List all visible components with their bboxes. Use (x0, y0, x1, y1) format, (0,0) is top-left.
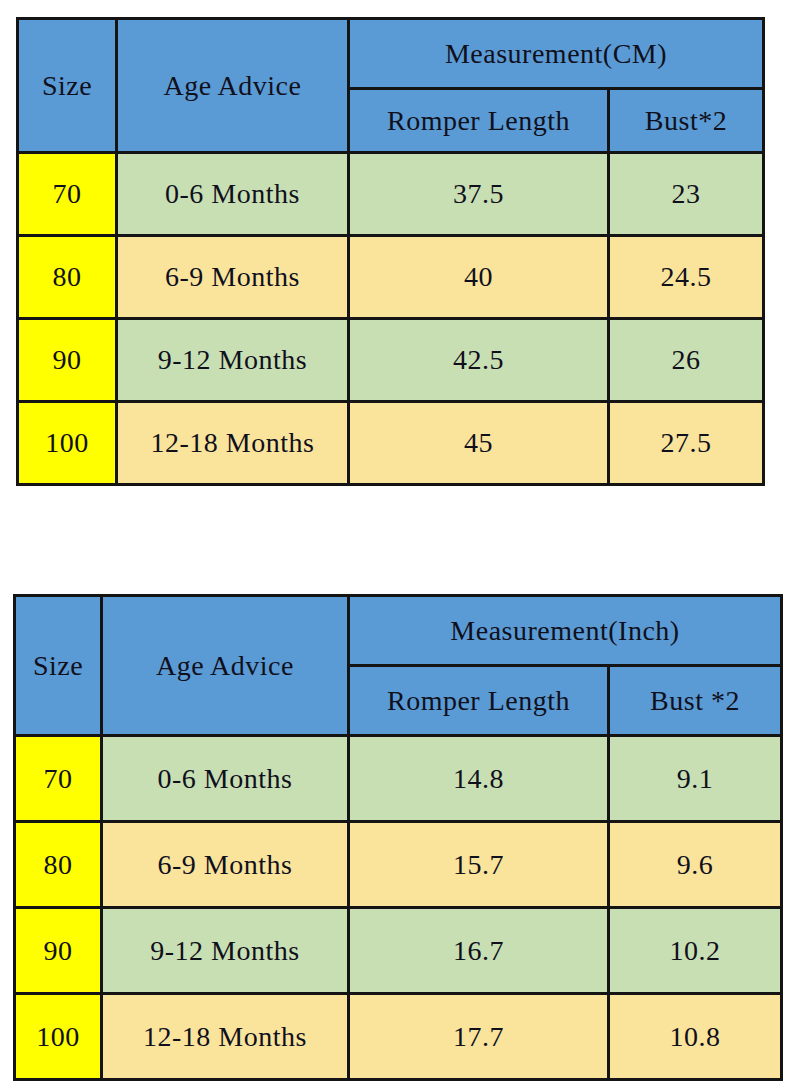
size-chart-table-cm: Size Age Advice Measurement(CM) Romper L… (16, 17, 765, 486)
age-value-cell: 12-18 Months (102, 994, 349, 1080)
size-column-header: Size (15, 596, 102, 736)
romper-length-value-cell: 37.5 (349, 153, 609, 236)
size-column-header: Size (18, 19, 117, 153)
age-value-cell: 0-6 Months (102, 736, 349, 822)
measurement-inch-group-header: Measurement(Inch) (349, 596, 782, 666)
size-value-cell: 80 (15, 822, 102, 908)
size-value-cell: 90 (18, 319, 117, 402)
romper-length-value-cell: 17.7 (349, 994, 609, 1080)
bust-column-header: Bust *2 (609, 666, 782, 736)
bust-value-cell: 24.5 (609, 236, 764, 319)
table-row: 70 0-6 Months 37.5 23 (18, 153, 764, 236)
age-advice-column-header: Age Advice (117, 19, 349, 153)
bust-value-cell: 23 (609, 153, 764, 236)
age-value-cell: 0-6 Months (117, 153, 349, 236)
age-value-cell: 6-9 Months (117, 236, 349, 319)
romper-length-value-cell: 45 (349, 402, 609, 485)
bust-value-cell: 10.2 (609, 908, 782, 994)
size-value-cell: 100 (15, 994, 102, 1080)
table-row: 90 9-12 Months 16.7 10.2 (15, 908, 782, 994)
table-row: 70 0-6 Months 14.8 9.1 (15, 736, 782, 822)
romper-length-value-cell: 42.5 (349, 319, 609, 402)
header-row-top: Size Age Advice Measurement(CM) (18, 19, 764, 89)
bust-value-cell: 26 (609, 319, 764, 402)
header-row-top: Size Age Advice Measurement(Inch) (15, 596, 782, 666)
age-value-cell: 9-12 Months (102, 908, 349, 994)
table-row: 100 12-18 Months 17.7 10.8 (15, 994, 782, 1080)
bust-column-header: Bust*2 (609, 89, 764, 153)
age-value-cell: 12-18 Months (117, 402, 349, 485)
size-chart-table-inch: Size Age Advice Measurement(Inch) Romper… (13, 594, 783, 1081)
bust-value-cell: 9.6 (609, 822, 782, 908)
table-row: 80 6-9 Months 15.7 9.6 (15, 822, 782, 908)
measurement-cm-group-header: Measurement(CM) (349, 19, 764, 89)
bust-value-cell: 10.8 (609, 994, 782, 1080)
romper-length-column-header: Romper Length (349, 89, 609, 153)
size-value-cell: 90 (15, 908, 102, 994)
bust-value-cell: 27.5 (609, 402, 764, 485)
table-row: 100 12-18 Months 45 27.5 (18, 402, 764, 485)
romper-length-value-cell: 40 (349, 236, 609, 319)
table-row: 80 6-9 Months 40 24.5 (18, 236, 764, 319)
size-value-cell: 80 (18, 236, 117, 319)
romper-length-value-cell: 16.7 (349, 908, 609, 994)
romper-length-value-cell: 15.7 (349, 822, 609, 908)
romper-length-column-header: Romper Length (349, 666, 609, 736)
romper-length-value-cell: 14.8 (349, 736, 609, 822)
size-value-cell: 70 (18, 153, 117, 236)
age-value-cell: 9-12 Months (117, 319, 349, 402)
size-value-cell: 70 (15, 736, 102, 822)
size-chart-page: Size Age Advice Measurement(CM) Romper L… (0, 0, 800, 1090)
age-advice-column-header: Age Advice (102, 596, 349, 736)
size-value-cell: 100 (18, 402, 117, 485)
bust-value-cell: 9.1 (609, 736, 782, 822)
table-row: 90 9-12 Months 42.5 26 (18, 319, 764, 402)
age-value-cell: 6-9 Months (102, 822, 349, 908)
